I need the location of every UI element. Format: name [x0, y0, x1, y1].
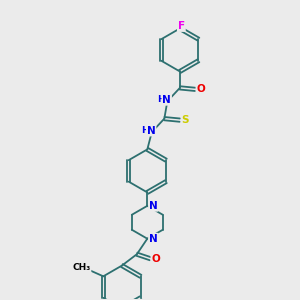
Text: N: N: [149, 201, 158, 211]
Text: N: N: [149, 234, 158, 244]
Text: O: O: [151, 254, 160, 264]
Text: O: O: [196, 84, 205, 94]
Text: S: S: [182, 115, 189, 125]
Text: N: N: [162, 95, 171, 105]
Text: F: F: [178, 21, 185, 31]
Text: H: H: [157, 95, 165, 104]
Text: N: N: [147, 126, 156, 136]
Text: CH₃: CH₃: [72, 263, 91, 272]
Text: H: H: [141, 126, 149, 135]
